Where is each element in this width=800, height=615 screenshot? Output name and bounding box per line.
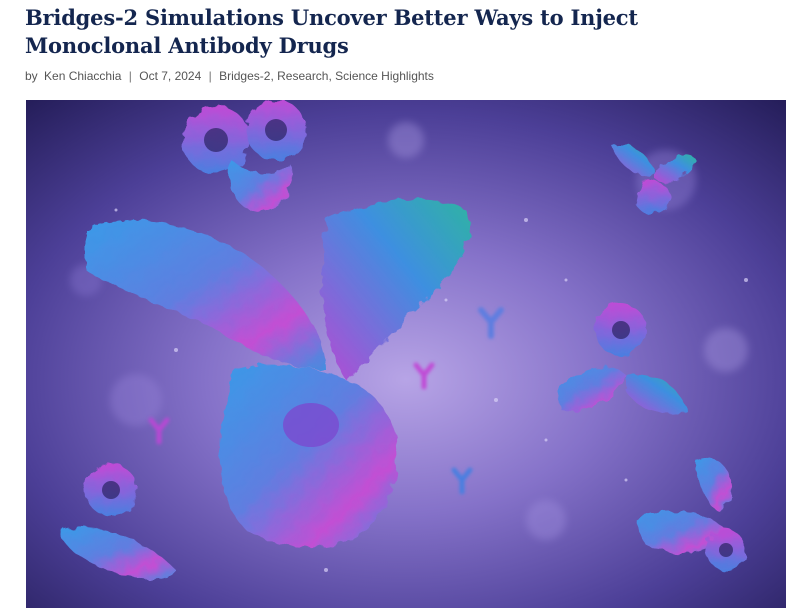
antibody-illustration: [26, 100, 786, 608]
hero-image: [26, 100, 786, 608]
category-link-science-highlights[interactable]: Science Highlights: [335, 69, 434, 83]
byline-prefix: by: [25, 69, 38, 83]
small-antibodies: [148, 307, 504, 495]
category-separator: ,: [328, 69, 336, 83]
antibody-bottom-right: [636, 457, 746, 570]
meta-separator: |: [208, 69, 212, 83]
author-link[interactable]: Ken Chiacchia: [44, 69, 122, 83]
category-separator: ,: [270, 69, 278, 83]
publish-date: Oct 7, 2024: [139, 69, 202, 83]
category-link-bridges2[interactable]: Bridges-2: [219, 69, 271, 83]
antibody-top-right: [611, 144, 696, 215]
meta-separator: |: [128, 69, 132, 83]
article-title: Bridges-2 Simulations Uncover Better Way…: [25, 5, 638, 58]
article-meta: by Ken Chiacchia | Oct 7, 2024 | Bridges…: [25, 68, 434, 84]
category-link-research[interactable]: Research: [277, 69, 329, 83]
main-antibody: [86, 199, 471, 548]
